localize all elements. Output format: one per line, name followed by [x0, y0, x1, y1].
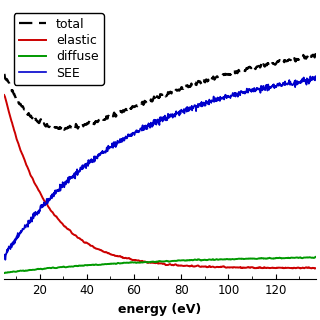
diffuse: [2, 271, 6, 275]
SEE: [271, 83, 275, 87]
diffuse: [314, 255, 318, 259]
SEE: [201, 101, 205, 105]
Line: elastic: elastic: [4, 95, 316, 268]
total: [314, 51, 318, 55]
X-axis label: energy (eV): energy (eV): [118, 303, 202, 316]
SEE: [314, 76, 318, 80]
SEE: [22, 228, 26, 231]
diffuse: [191, 258, 195, 262]
Line: SEE: SEE: [4, 76, 316, 260]
total: [201, 80, 205, 84]
elastic: [191, 264, 195, 268]
SEE: [192, 105, 196, 109]
elastic: [313, 267, 316, 270]
diffuse: [201, 258, 204, 262]
SEE: [2, 254, 6, 258]
Legend: total, elastic, diffuse, SEE: total, elastic, diffuse, SEE: [13, 13, 104, 84]
total: [184, 85, 188, 89]
Line: diffuse: diffuse: [4, 257, 316, 273]
SEE: [314, 74, 317, 78]
elastic: [314, 266, 318, 270]
total: [192, 83, 196, 87]
elastic: [201, 265, 204, 268]
Line: total: total: [4, 53, 316, 130]
diffuse: [21, 268, 25, 272]
elastic: [183, 264, 187, 268]
elastic: [239, 266, 243, 269]
diffuse: [239, 257, 243, 260]
total: [21, 106, 25, 109]
diffuse: [271, 257, 275, 260]
elastic: [271, 266, 275, 269]
total: [239, 68, 243, 71]
SEE: [4, 258, 7, 262]
total: [2, 72, 6, 76]
total: [62, 128, 66, 132]
elastic: [21, 155, 25, 159]
total: [271, 61, 275, 65]
SEE: [184, 107, 188, 111]
SEE: [239, 89, 243, 93]
diffuse: [183, 259, 187, 262]
elastic: [2, 93, 6, 97]
